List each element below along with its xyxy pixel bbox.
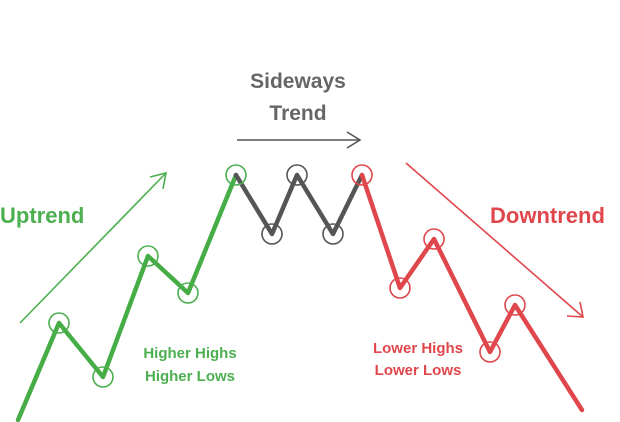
uptrend-price-line — [15, 172, 239, 422]
range-low-marker — [322, 223, 344, 245]
sideways-arrow — [237, 131, 362, 149]
downtrend-note-line2: Lower Lows — [375, 362, 462, 379]
higher-low-marker — [92, 366, 114, 388]
lower-high-marker — [351, 164, 373, 186]
downtrend-note-line1: Lower Highs — [373, 340, 463, 357]
sideways-price-line — [233, 172, 365, 237]
higher-high-marker — [225, 164, 247, 186]
uptrend-label: Uptrend — [0, 203, 84, 228]
uptrend-note-line1: Higher Highs — [143, 345, 236, 362]
sideways-label-line2: Trend — [269, 102, 326, 125]
uptrend-arrow — [19, 171, 168, 324]
range-low-marker — [261, 223, 283, 245]
downtrend-label: Downtrend — [490, 203, 605, 228]
lower-high-marker — [423, 228, 445, 250]
higher-high-marker — [137, 245, 159, 267]
higher-low-marker — [48, 312, 70, 334]
lower-high-marker — [504, 294, 526, 316]
downtrend-price-line — [359, 172, 585, 413]
lower-low-marker — [389, 277, 411, 299]
range-high-marker — [286, 164, 308, 186]
sideways-label-line1: Sideways — [250, 70, 346, 93]
higher-low-marker — [177, 282, 199, 304]
uptrend-note-line2: Higher Lows — [145, 368, 235, 385]
lower-low-marker — [479, 341, 501, 363]
downtrend-arrow — [405, 162, 584, 318]
